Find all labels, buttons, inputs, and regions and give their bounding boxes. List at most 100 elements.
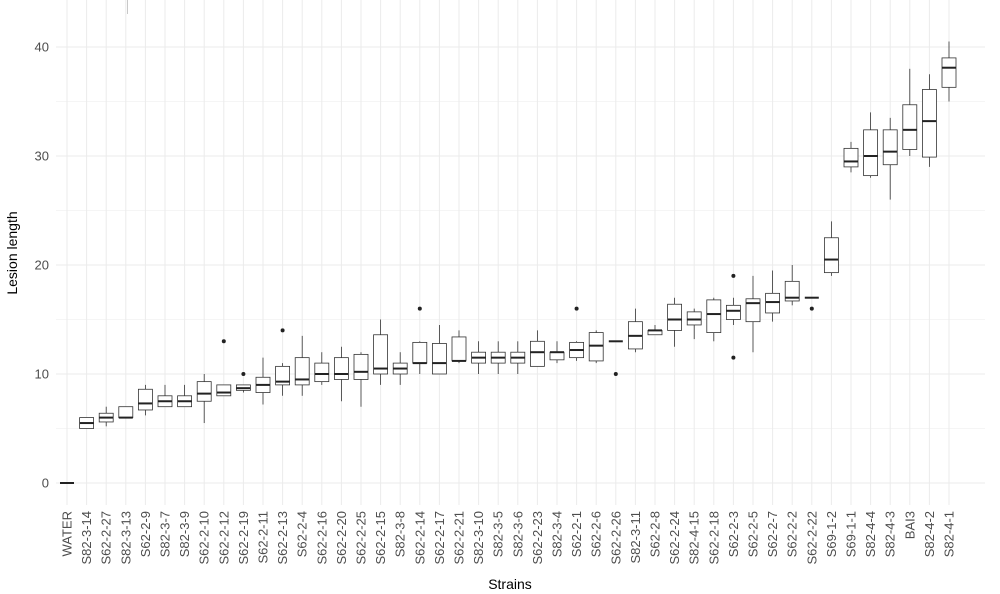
box-group (608, 340, 623, 376)
box-group (177, 384, 193, 408)
box-group (765, 270, 780, 322)
x-tick-label: S62-2-7 (765, 511, 780, 557)
outlier-point (809, 306, 814, 311)
box-iqr (882, 129, 898, 166)
x-tick-label: S82-3-5 (491, 511, 506, 557)
x-tick-label: S62-2-12 (216, 511, 231, 564)
x-tick-label: S82-3-11 (628, 511, 643, 564)
x-tick-label: WATER (60, 511, 75, 557)
x-tick-label: S62-2-14 (412, 511, 427, 564)
y-tick-label: 40 (35, 40, 49, 55)
box-iqr (706, 299, 722, 333)
x-tick-label: S62-2-22 (804, 511, 819, 564)
x-tick-label: S62-2-3 (726, 511, 741, 557)
x-tick-label: S82-3-9 (177, 511, 192, 557)
box-group (745, 275, 761, 353)
box-group (79, 417, 94, 429)
x-tick-label: S82-3-6 (510, 511, 525, 557)
x-tick-label: S62-2-21 (452, 511, 467, 564)
box-group (549, 341, 565, 364)
x-tick-label: S62-2-24 (667, 511, 682, 564)
box-group (588, 330, 604, 364)
box-group (471, 341, 487, 374)
box-group (490, 341, 506, 374)
x-tick-label: S82-3-10 (471, 511, 486, 564)
box-group (333, 346, 349, 402)
x-tick-label: S62-2-11 (256, 511, 271, 564)
box-group (784, 265, 800, 306)
box-group (451, 330, 467, 364)
box-group (412, 306, 428, 374)
y-axis-title: Lesion length (4, 211, 20, 294)
box-group (431, 324, 447, 375)
box-group (294, 335, 310, 396)
box-group (941, 41, 957, 102)
top-edge-mark (127, 0, 128, 14)
box-group (628, 308, 643, 353)
box-group (314, 352, 330, 385)
box-group (804, 296, 819, 311)
y-tick-label: 0 (42, 476, 49, 491)
x-tick-label: S62-2-9 (138, 511, 153, 557)
box-group (824, 221, 839, 276)
x-axis-title: Strains (488, 576, 532, 592)
outlier-point (731, 355, 736, 360)
x-tick-label: S62-2-13 (275, 511, 290, 564)
box-iqr (922, 89, 937, 158)
box-iqr (745, 298, 761, 323)
x-tick-label: S62-2-1 (569, 511, 584, 557)
box-group (863, 112, 878, 178)
x-tick-label: S62-2-25 (354, 511, 369, 564)
box-iqr (333, 357, 349, 380)
box-group (392, 352, 408, 385)
box-iqr (216, 384, 232, 397)
box-iqr (784, 280, 800, 302)
box-iqr (726, 304, 741, 320)
box-group (843, 141, 859, 173)
box-iqr (294, 357, 310, 386)
box-iqr (667, 303, 682, 331)
box-iqr (863, 129, 878, 177)
box-iqr (686, 311, 702, 326)
outlier-point (574, 306, 579, 311)
outlier-point (731, 273, 736, 278)
x-tick-label: S62-2-5 (746, 511, 761, 557)
box-iqr (530, 340, 545, 367)
y-tick-label: 30 (35, 149, 49, 164)
x-tick-label: S62-2-23 (530, 511, 545, 564)
box-iqr (549, 351, 565, 361)
x-tick-label: S82-3-7 (158, 511, 173, 557)
box-group (882, 117, 898, 200)
x-tick-label: S62-2-20 (334, 511, 349, 564)
box-iqr (902, 104, 918, 150)
x-tick-label: S62-2-16 (314, 511, 329, 564)
x-tick-label: S82-4-4 (863, 511, 878, 557)
x-tick-label: S82-4-15 (687, 511, 702, 564)
box-group (667, 297, 682, 347)
outlier-point (241, 372, 246, 376)
x-tick-label: S62-2-6 (589, 511, 604, 557)
box-group (922, 74, 937, 167)
box-group (902, 68, 918, 156)
box-iqr (412, 341, 428, 364)
box-group (196, 374, 212, 424)
box-iqr (275, 365, 291, 386)
x-tick-label: S62-2-2 (785, 511, 800, 557)
y-tick-label: 20 (35, 258, 49, 273)
box-iqr (118, 406, 134, 419)
box-iqr (451, 336, 467, 362)
outlier-point (280, 328, 285, 333)
x-tick-label: S62-2-19 (236, 511, 251, 564)
box-iqr (373, 334, 389, 375)
x-tick-label: S82-3-13 (118, 511, 133, 564)
box-iqr (196, 381, 212, 402)
x-tick-label: S82-3-4 (550, 511, 565, 557)
outlier-point (417, 306, 422, 311)
box-group (510, 341, 526, 374)
box-iqr (588, 332, 604, 362)
x-tick-label: BAI3 (902, 511, 917, 539)
box-group (686, 308, 702, 340)
box-iqr (431, 343, 447, 375)
x-tick-label: S69-1-1 (844, 511, 859, 557)
